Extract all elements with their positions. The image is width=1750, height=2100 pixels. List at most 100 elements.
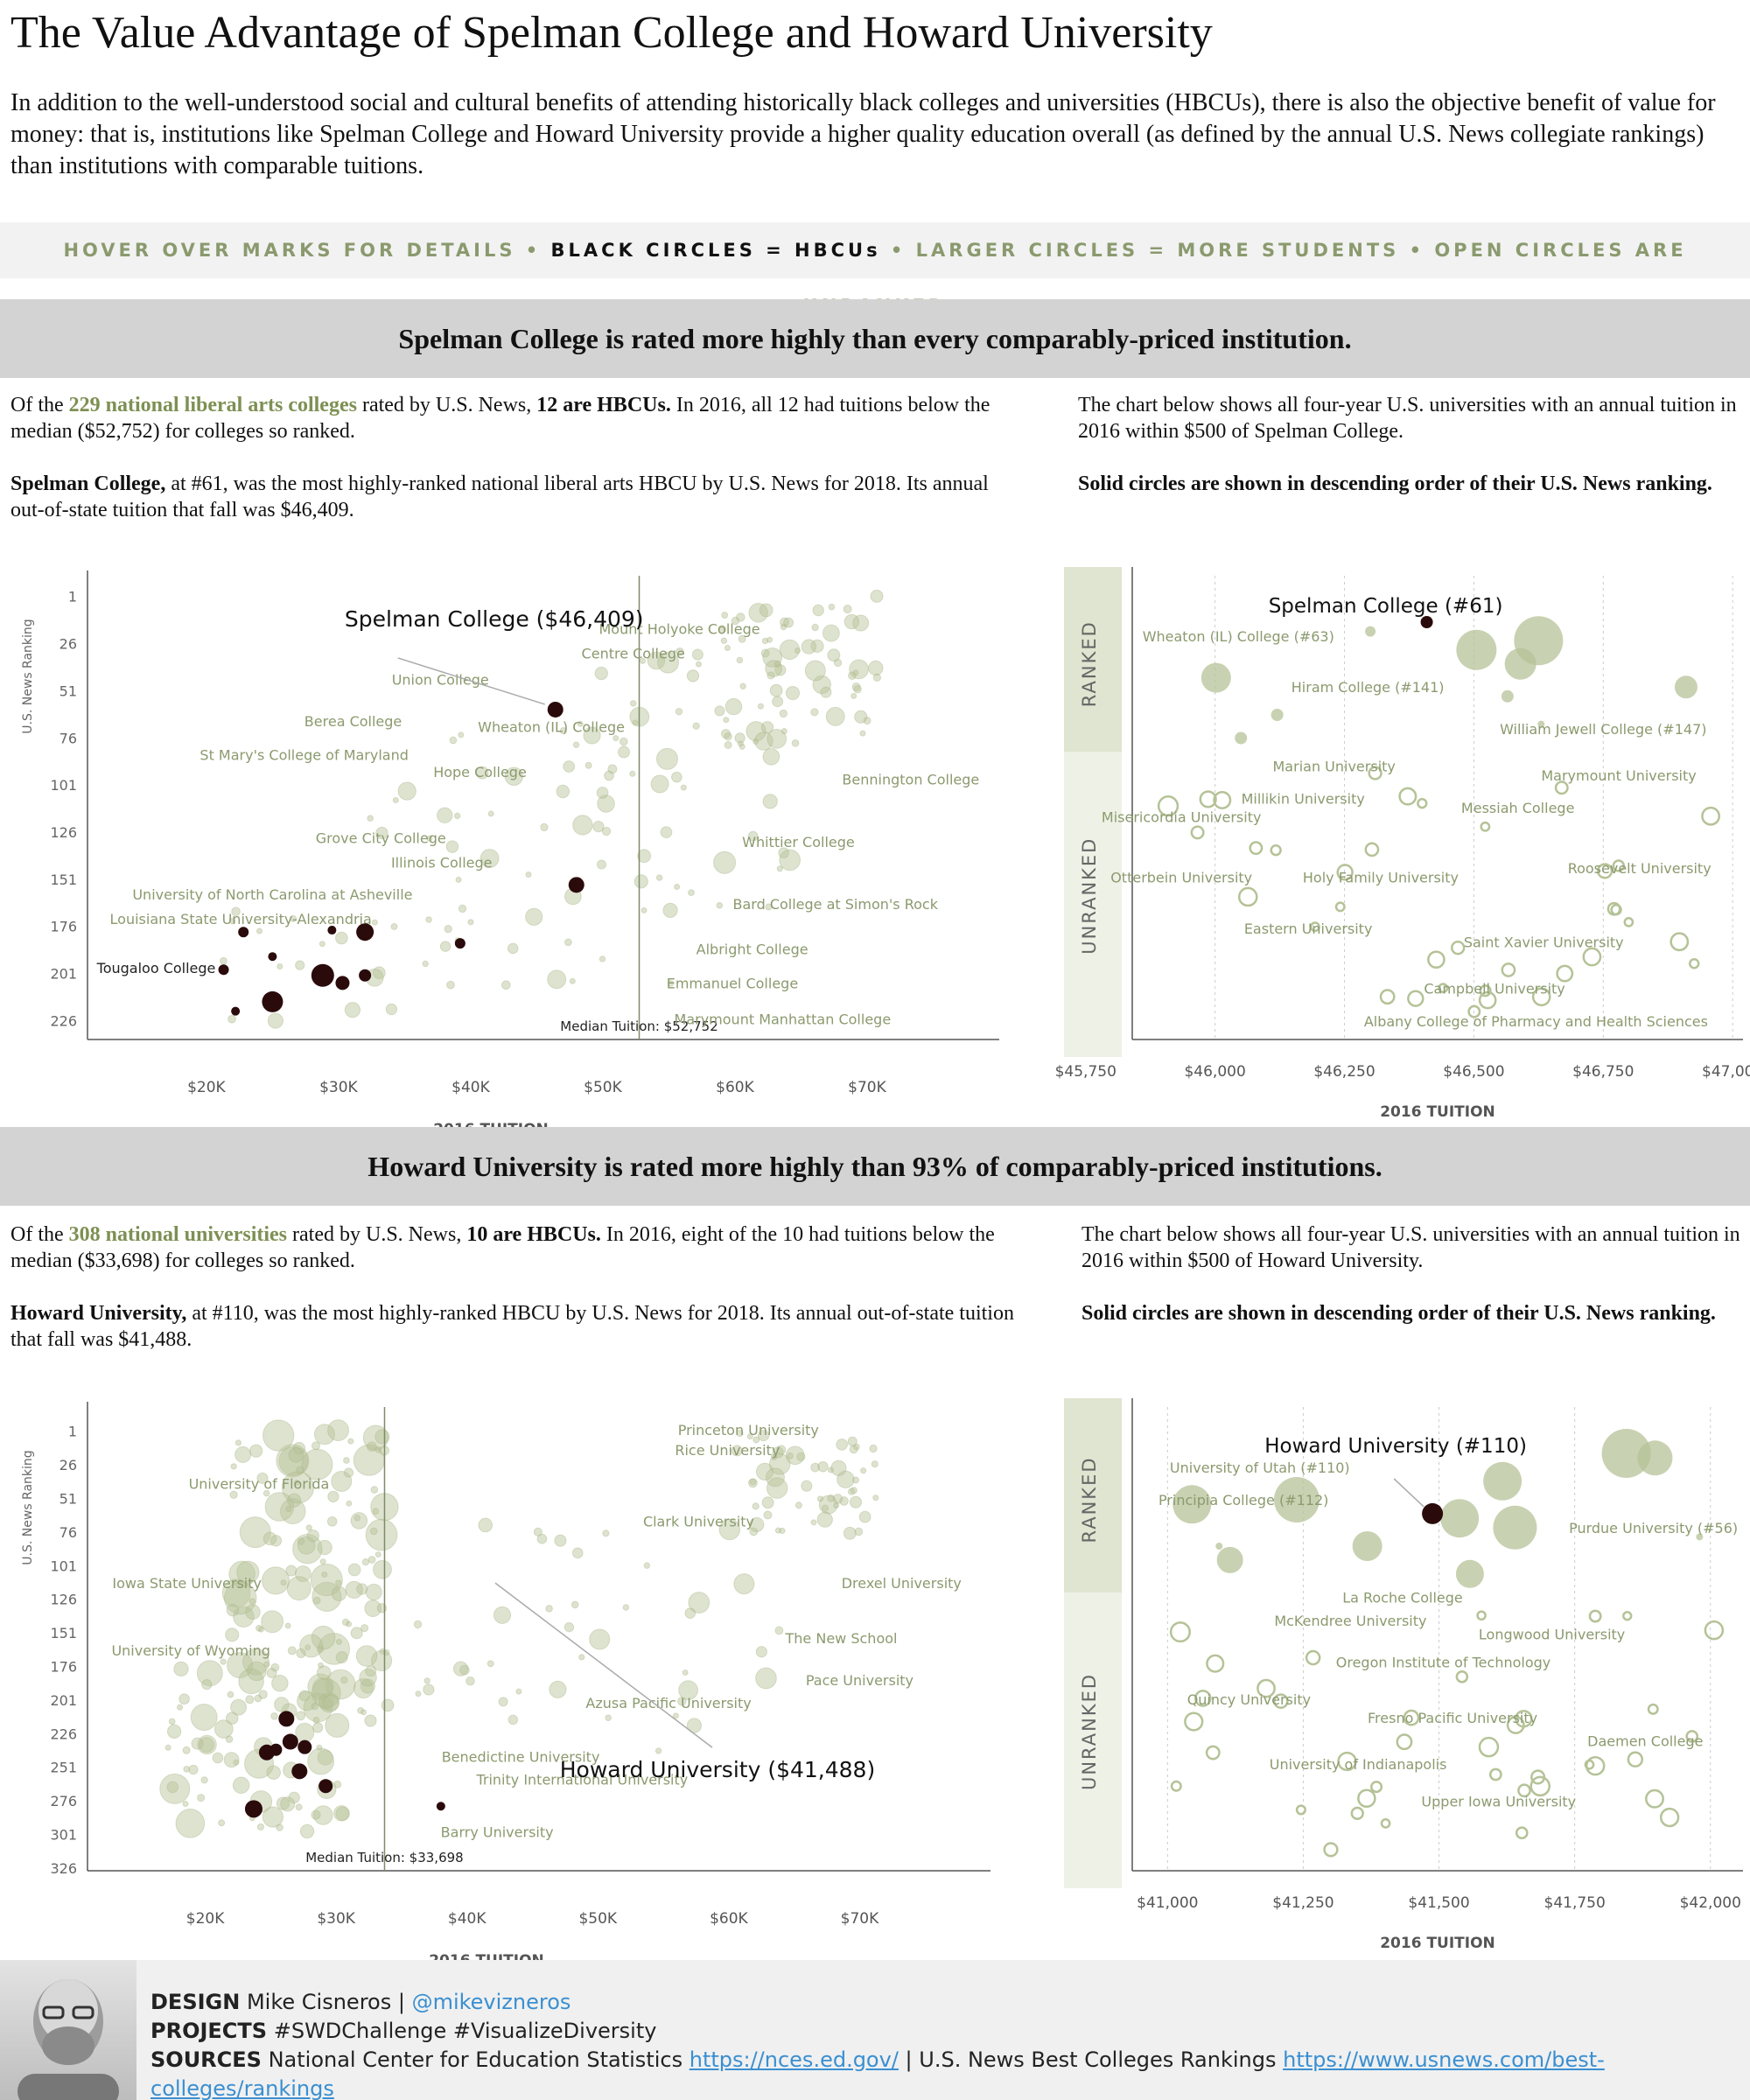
institution-point[interactable] (225, 1735, 234, 1744)
institution-point[interactable] (688, 889, 695, 896)
institution-point[interactable] (556, 784, 570, 799)
institution-point[interactable] (780, 728, 788, 735)
institution-point[interactable] (221, 1578, 251, 1607)
institution-point[interactable] (736, 656, 744, 664)
institution-point[interactable] (723, 717, 730, 724)
institution-point[interactable] (493, 1606, 512, 1624)
institution-point[interactable] (225, 1712, 239, 1726)
institution-point[interactable] (776, 865, 783, 872)
institution-point[interactable] (350, 1627, 363, 1640)
institution-point[interactable] (335, 1638, 343, 1645)
institution-point[interactable] (312, 1596, 321, 1605)
institution-point[interactable] (276, 1444, 310, 1478)
institution-point[interactable] (748, 603, 768, 623)
institution-point[interactable] (721, 612, 729, 619)
institution-point[interactable] (619, 737, 628, 746)
institution-point[interactable] (312, 1717, 320, 1724)
institution-point[interactable] (796, 1452, 806, 1461)
institution-point[interactable] (278, 1446, 309, 1477)
unranked-institution-point[interactable] (1438, 983, 1449, 994)
institution-point[interactable] (738, 743, 746, 750)
institution-point[interactable] (695, 661, 702, 668)
institution-point[interactable] (774, 660, 781, 668)
institution-point[interactable] (318, 1691, 340, 1713)
institution-point[interactable] (545, 1605, 553, 1613)
institution-point[interactable] (686, 669, 700, 682)
institution-point[interactable] (220, 956, 228, 965)
institution-point[interactable] (307, 1747, 335, 1775)
institution-point[interactable] (296, 1711, 306, 1721)
institution-point[interactable] (331, 1471, 353, 1492)
institution-point[interactable] (571, 1547, 584, 1559)
institution-point[interactable] (844, 613, 860, 630)
institution-point[interactable] (769, 683, 783, 697)
institution-point[interactable] (822, 624, 840, 642)
institution-point[interactable] (833, 1502, 840, 1508)
institution-point[interactable] (313, 1805, 333, 1825)
institution-point[interactable] (860, 1467, 867, 1474)
institution-point[interactable] (326, 1669, 356, 1700)
institution-point[interactable] (821, 1504, 830, 1512)
institution-point[interactable] (654, 1747, 662, 1754)
institution-point[interactable] (675, 708, 683, 716)
institution-point[interactable] (297, 1537, 305, 1545)
hbcu-point[interactable] (568, 877, 584, 893)
unranked-institution-point[interactable] (1305, 1649, 1321, 1666)
ranked-institution-point[interactable] (1352, 1531, 1382, 1561)
unranked-institution-point[interactable] (1467, 1004, 1481, 1018)
unranked-institution-point[interactable] (1582, 947, 1602, 967)
institution-point[interactable] (598, 956, 606, 962)
institution-point[interactable] (343, 1457, 350, 1464)
institution-point[interactable] (295, 1803, 303, 1811)
institution-point[interactable] (285, 1506, 292, 1513)
institution-point[interactable] (691, 648, 704, 661)
institution-point[interactable] (297, 1690, 317, 1712)
institution-point[interactable] (650, 774, 669, 794)
unranked-institution-point[interactable] (1249, 841, 1264, 856)
institution-point[interactable] (364, 1714, 377, 1727)
institution-point[interactable] (833, 658, 843, 668)
institution-point[interactable] (677, 1697, 687, 1706)
unranked-institution-point[interactable] (1170, 1780, 1182, 1792)
unranked-institution-point[interactable] (1380, 1818, 1391, 1829)
unranked-institution-point[interactable] (1556, 964, 1574, 983)
institution-point[interactable] (228, 1014, 236, 1024)
institution-point[interactable] (325, 1712, 350, 1738)
institution-point[interactable] (190, 1704, 218, 1731)
institution-point[interactable] (572, 741, 580, 748)
institution-point[interactable] (836, 1438, 848, 1451)
institution-point[interactable] (343, 1467, 354, 1478)
institution-point[interactable] (249, 1444, 263, 1458)
unranked-institution-point[interactable] (1350, 1806, 1364, 1820)
hbcu-point[interactable] (359, 969, 372, 982)
institution-point[interactable] (327, 1419, 349, 1442)
institution-point[interactable] (827, 648, 841, 662)
institution-point[interactable] (762, 794, 778, 809)
institution-point[interactable] (254, 1694, 262, 1703)
institution-point[interactable] (779, 849, 802, 872)
hbcu-point[interactable] (335, 976, 350, 990)
institution-point[interactable] (549, 1680, 567, 1698)
institution-point[interactable] (639, 657, 647, 664)
unranked-institution-point[interactable] (1612, 859, 1626, 872)
institution-point[interactable] (760, 648, 770, 658)
institution-point[interactable] (360, 1624, 369, 1633)
unranked-institution-point[interactable] (1370, 1781, 1383, 1794)
institution-point[interactable] (816, 1511, 833, 1528)
institution-point[interactable] (849, 659, 869, 680)
institution-point[interactable] (597, 794, 615, 813)
unranked-institution-point[interactable] (1169, 1621, 1191, 1643)
institution-point[interactable] (347, 1438, 354, 1445)
institution-point[interactable] (295, 1722, 315, 1743)
institution-point[interactable] (214, 1719, 234, 1739)
institution-point[interactable] (850, 692, 858, 699)
hbcu-point[interactable] (268, 952, 277, 962)
institution-point[interactable] (245, 1604, 261, 1620)
ranked-institution-point[interactable] (1215, 1543, 1223, 1550)
institution-point[interactable] (270, 1662, 280, 1672)
institution-point[interactable] (295, 960, 305, 970)
institution-point[interactable] (292, 1533, 323, 1564)
institution-point[interactable] (360, 1709, 368, 1716)
institution-point[interactable] (183, 1765, 191, 1773)
institution-point[interactable] (270, 1712, 278, 1720)
